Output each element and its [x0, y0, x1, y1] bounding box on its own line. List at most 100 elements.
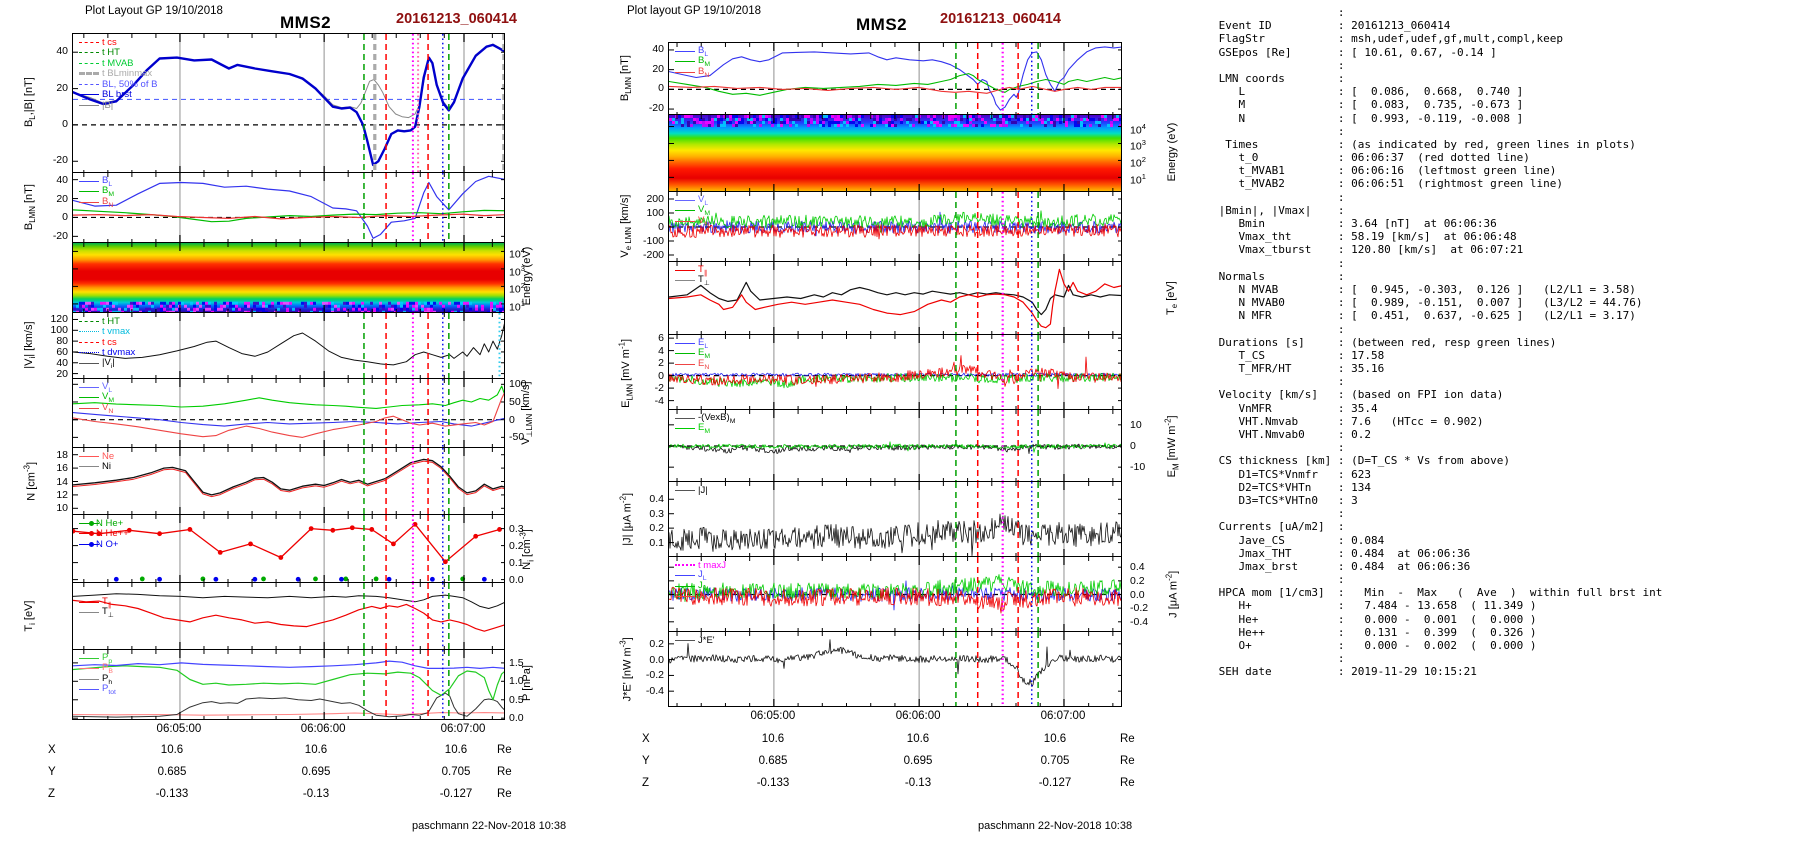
series-B_N	[669, 85, 1121, 94]
legend-label: J*E'	[698, 634, 715, 646]
event-id-label: 20161213_060414	[396, 11, 517, 27]
legend-line-sample	[675, 489, 695, 491]
legend-entry-e-lmn: EM	[675, 347, 711, 360]
legend-line-sample	[675, 639, 695, 641]
marker-N O+	[386, 576, 392, 582]
legend-line-sample	[79, 407, 99, 409]
footer-unit: Re	[1120, 777, 1135, 789]
footer-unit: Re	[1120, 755, 1135, 767]
legend-entry-vi-mag: t dvmax	[79, 347, 135, 358]
y-tick-label: 0.1	[509, 556, 524, 569]
info-line: GSEpos [Re] : [ 10.61, 0.67, -0.14 ]	[1212, 45, 1497, 59]
marker-N O+	[252, 576, 258, 582]
legend-label: EM	[698, 347, 711, 360]
legend-entry-e-lmn: EL	[675, 337, 708, 349]
y-tick-label: 0.0	[649, 653, 664, 666]
y-tick-label: 0.2	[509, 539, 524, 552]
y-tick-label: 18	[56, 448, 68, 461]
legend-entry-vi-mag: t cs	[79, 337, 117, 348]
series-B_M	[73, 209, 504, 223]
y-tick-label: -20	[52, 230, 68, 243]
series-|V_i|	[73, 323, 504, 366]
series-B_M	[669, 73, 1121, 96]
legend-entry-n-minor-species: N He+	[79, 518, 123, 529]
footer-position-value: -0.13	[904, 777, 932, 789]
y-axis-label-j-lmn: J [μA m-2]	[1164, 570, 1180, 618]
plot-panel-b-total: t cs t HT t MVAB t BLminmax BL, 50% of B BL b…	[72, 33, 505, 173]
y-tick-label: 0.5	[509, 693, 524, 706]
legend-line-sample	[79, 52, 99, 53]
series-J_M	[669, 574, 1121, 602]
y-tick-label: 0	[658, 369, 664, 382]
legend-entry-t-electron: T⊥	[675, 274, 710, 287]
y-tick-label: 0	[658, 221, 664, 233]
legend-dot-marker	[89, 541, 94, 547]
footer-position-value: 0.685	[758, 755, 788, 767]
series-P_h	[73, 692, 504, 718]
info-line: Normals :	[1212, 269, 1345, 283]
legend-label: T∥	[102, 595, 112, 609]
marker-N He+	[200, 576, 206, 582]
legend-entry-j-lmn: t maxJ	[675, 560, 726, 571]
legend-label: BM	[698, 55, 711, 68]
series-B_L	[73, 175, 504, 239]
info-line: H+ : 7.484 - 13.658 ( 11.349 )	[1212, 599, 1537, 613]
footer-row-label: Y	[642, 755, 650, 767]
legend-entry-b-total: BL, 50% of B	[79, 79, 157, 90]
footer-unit: Re	[1120, 733, 1135, 745]
legend-entry-n-density: Ni	[79, 461, 111, 472]
panel-canvas-vi-mag	[73, 313, 504, 378]
y-tick-label: 0	[62, 211, 68, 224]
x-tick-label: 06:05:00	[750, 710, 796, 722]
info-line: D1=TCS*Vnmfr : 623	[1212, 467, 1371, 481]
legend-line-sample	[79, 83, 99, 85]
footer-position-value: 0.685	[157, 766, 187, 778]
y-tick-label: 0.3	[649, 507, 664, 520]
info-line: :	[1212, 256, 1345, 270]
y-tick-label: 0.2	[649, 522, 664, 535]
y-tick-label: 104	[1130, 121, 1146, 137]
info-line: HPCA mom [1/cm3] : Min - Max ( Ave ) wit…	[1212, 586, 1663, 600]
legend-line-sample	[79, 455, 99, 457]
info-line: Event ID : 20161213_060414	[1212, 19, 1451, 33]
legend-entry-pressure: Ptot	[79, 683, 116, 696]
legend-line-sample	[79, 466, 99, 467]
info-line: LMN coords :	[1212, 71, 1345, 85]
info-line: L : [ 0.086, 0.668, 0.740 ]	[1212, 85, 1524, 99]
series-Ne	[73, 460, 504, 498]
y-axis-label-t-ion: Ti [eV]	[22, 600, 38, 632]
panel-canvas-t-ion	[73, 583, 504, 649]
panel-canvas-electron-spectrogram	[669, 115, 1121, 191]
panel-canvas-j-mag	[669, 482, 1121, 556]
legend-entry-v-e-lmn: VL	[675, 194, 708, 206]
panel-canvas-v-e-lmn	[669, 192, 1121, 261]
y-tick-label: -50	[509, 431, 525, 444]
y-tick-label: 0	[1130, 440, 1136, 452]
plot-panel-t-electron: T∥ T⊥	[668, 262, 1122, 335]
footer-row-label: X	[642, 733, 650, 745]
legend-label: BL brst	[102, 89, 132, 100]
y-tick-label: 6	[658, 332, 664, 345]
y-tick-label: 103	[509, 263, 525, 279]
legend-label: Ptot	[102, 683, 116, 696]
legend-entry-b-total: t MVAB	[79, 58, 134, 69]
y-tick-label: 50	[509, 395, 521, 408]
info-line: Currents [uA/m2] :	[1212, 520, 1345, 534]
legend-entry-j-lmn: JN	[675, 590, 708, 603]
y-tick-label: -20	[648, 102, 664, 115]
marker-N He+	[139, 576, 145, 582]
panel-canvas-ion-spectrogram	[73, 243, 504, 312]
legend-entry-j-lmn: JM	[675, 580, 708, 592]
marker-N O+	[429, 576, 435, 582]
legend-entry-v-e-lmn: VN	[675, 215, 709, 227]
legend-entry-b-lmn: BN	[79, 196, 113, 208]
y-tick-label: 0.3	[509, 522, 524, 535]
legend-label: Ph	[102, 672, 113, 686]
info-line: VHT.Nmvab : 7.6 (HTcc = 0.902)	[1212, 414, 1484, 428]
legend-entry-v-perp-lmn: VN	[79, 402, 113, 414]
legend-line-sample	[79, 362, 99, 364]
legend-line-sample	[675, 199, 695, 201]
legend-line-sample	[675, 428, 695, 429]
panel-canvas-t-electron	[669, 262, 1121, 334]
info-line: :	[1212, 573, 1345, 587]
